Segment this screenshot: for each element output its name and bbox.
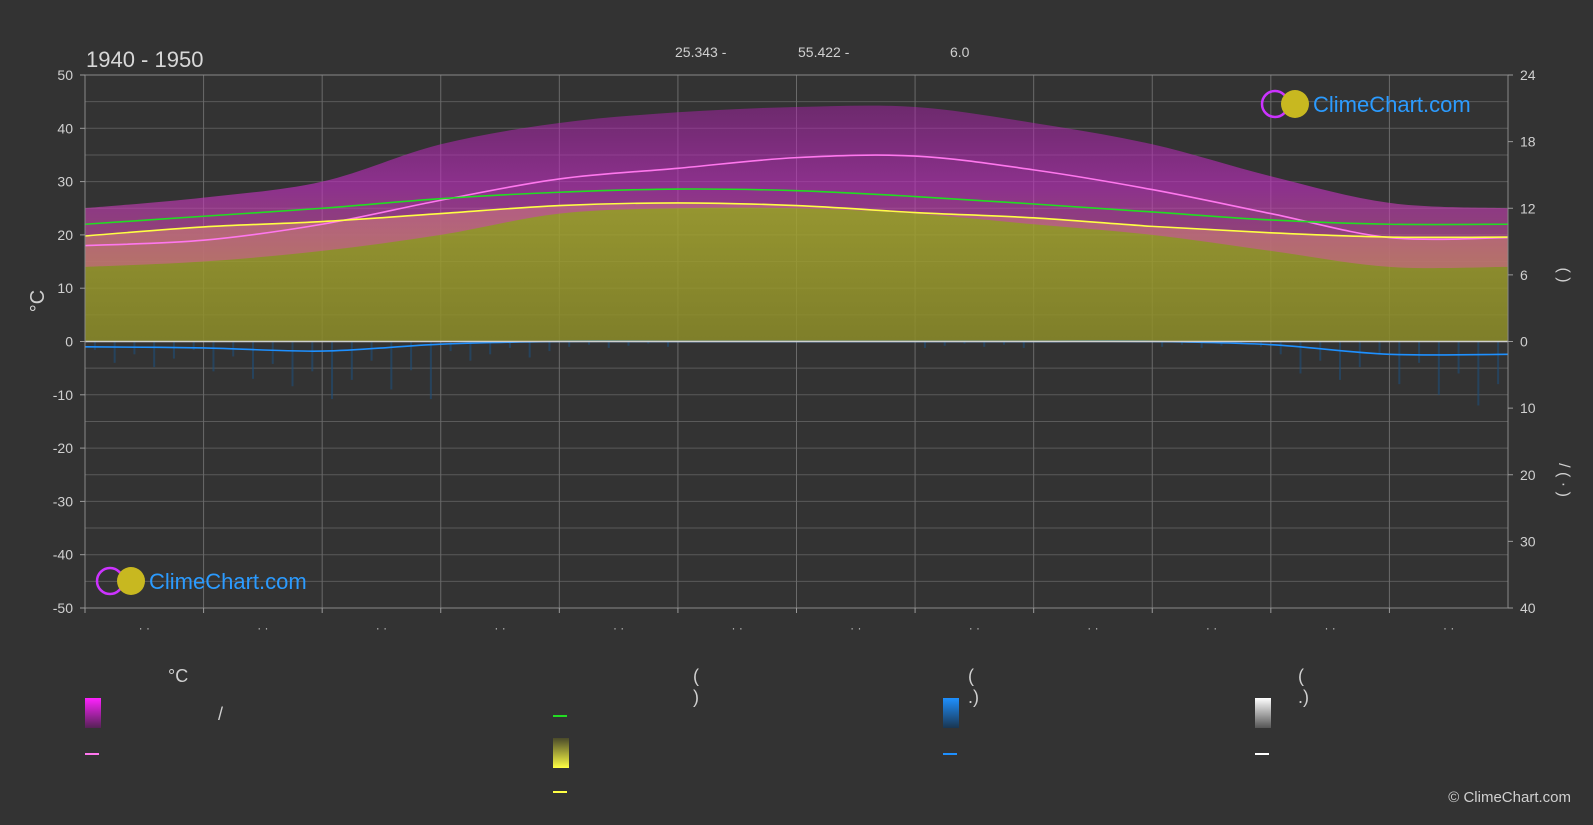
legend-swatch-snow-line — [1255, 753, 1269, 755]
legend-swatch-temp-range — [85, 698, 101, 728]
axes: 50 40 30 20 10 0 -10 -20 -30 -40 -50 24 18 12 6 0 10 20 30… — [53, 67, 1536, 635]
y-tick-right-bottom: 20 — [1520, 467, 1536, 483]
legend-header-snow: ( .) — [1298, 666, 1309, 707]
y-tick-left: -20 — [53, 440, 73, 456]
y-tick-left: 30 — [57, 174, 73, 190]
logo-top: ClimeChart.com — [1260, 89, 1471, 119]
chart-title: 1940 - 1950 — [86, 47, 203, 72]
y-tick-right-bottom: 30 — [1520, 533, 1536, 549]
temperature-range-band — [85, 105, 1508, 269]
y-tick-left: -10 — [53, 387, 73, 403]
logo-bottom: ClimeChart.com — [95, 566, 307, 596]
header-stat-2: 55.422 - — [798, 44, 850, 60]
y-tick-left: 0 — [65, 334, 73, 350]
logo-text-top: ClimeChart.com — [1313, 92, 1471, 117]
y-tick-left: -40 — [53, 547, 73, 563]
legend-swatch-sunshine — [553, 738, 569, 768]
legend-swatch-sunshine-line — [553, 791, 567, 793]
y-tick-left: -50 — [53, 600, 73, 616]
y-tick-right-top: 0 — [1520, 334, 1528, 350]
legend-swatch-temp-max — [85, 753, 99, 755]
legend-swatch-daylight — [553, 715, 567, 717]
y-tick-right-bottom: 40 — [1520, 600, 1536, 616]
x-tick-label: · · — [1324, 621, 1335, 635]
y-axis-right-bottom-label: / ( · ) — [1555, 463, 1572, 497]
legend-header-daylight: ( ) — [693, 666, 699, 707]
series-line-1 — [84, 188, 1509, 226]
x-tick-label: · · — [1443, 621, 1454, 635]
x-tick-label: · · — [139, 621, 150, 635]
x-tick-label: · · — [1206, 621, 1217, 635]
x-tick-label: · · — [376, 621, 387, 635]
x-tick-label: · · — [613, 621, 624, 635]
y-tick-left: -30 — [53, 493, 73, 509]
x-tick-label: · · — [494, 621, 505, 635]
logo-globe-icon — [117, 567, 145, 595]
legend-slash: / — [218, 704, 224, 724]
x-tick-label: · · — [850, 621, 861, 635]
y-tick-left: 20 — [57, 227, 73, 243]
copyright: © ClimeChart.com — [1448, 789, 1571, 806]
legend-header-temperature: °C — [168, 666, 189, 686]
header-stat-1: 25.343 - — [675, 44, 727, 60]
y-tick-right-top: 18 — [1520, 134, 1536, 150]
y-axis-left-label: °C — [27, 290, 49, 312]
legend-swatch-rain — [943, 698, 959, 728]
legend-swatch-rain-line — [943, 753, 957, 755]
y-tick-right-top: 12 — [1520, 200, 1536, 216]
series-line-0 — [84, 154, 1509, 247]
legend-swatch-snow — [1255, 698, 1271, 728]
series-line-2 — [84, 202, 1509, 239]
y-axis-right-top-label: ( ) — [1555, 267, 1572, 282]
header-stat-3: 6.0 — [950, 44, 970, 60]
y-tick-right-top: 24 — [1520, 67, 1536, 83]
x-tick-label: · · — [257, 621, 268, 635]
x-tick-label: · · — [1087, 621, 1098, 635]
legend-header-rain: ( .) — [968, 666, 979, 707]
x-tick-label: · · — [969, 621, 980, 635]
y-tick-left: 40 — [57, 120, 73, 136]
logo-text-bottom: ClimeChart.com — [149, 569, 307, 594]
x-tick-label: · · — [732, 621, 743, 635]
logo-globe-icon — [1281, 90, 1309, 118]
y-tick-right-top: 6 — [1520, 267, 1528, 283]
temperature-band — [85, 105, 1508, 406]
sunshine-area — [85, 202, 1508, 342]
y-tick-left: 50 — [57, 67, 73, 83]
y-tick-left: 10 — [57, 280, 73, 296]
y-tick-right-bottom: 10 — [1520, 400, 1536, 416]
